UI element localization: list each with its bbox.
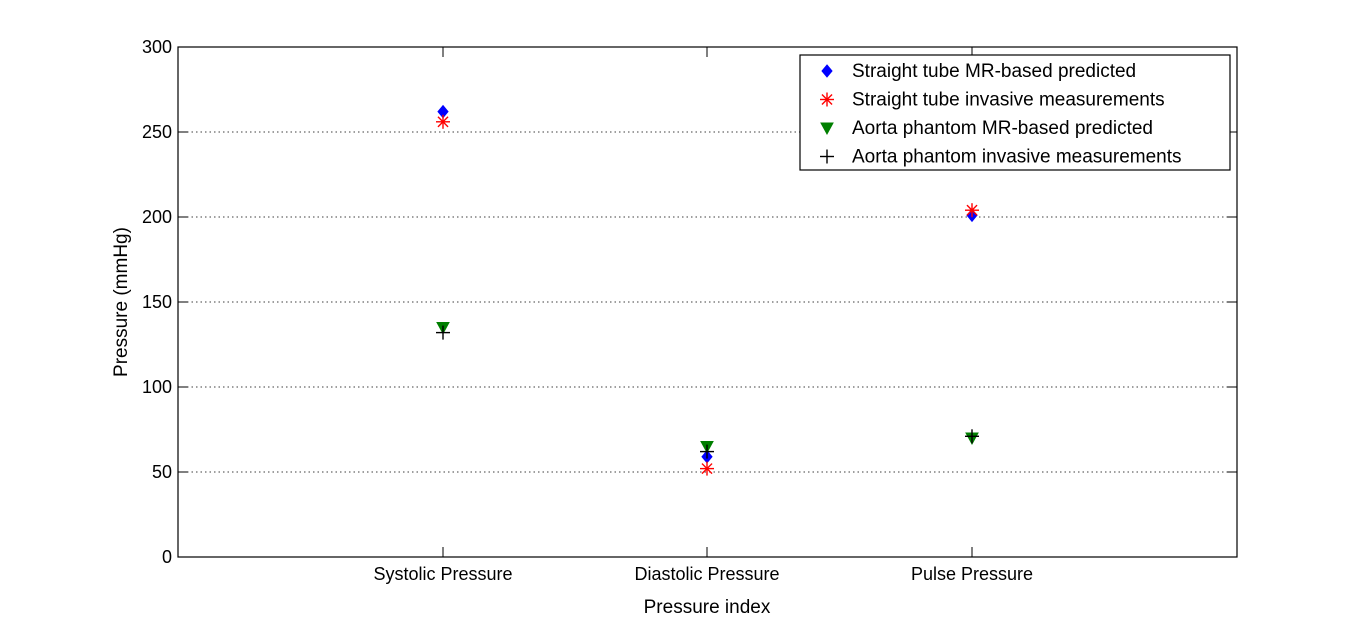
y-tick-label: 250 <box>142 122 172 142</box>
x-tick-label: Pulse Pressure <box>911 564 1033 584</box>
y-tick-label: 300 <box>142 37 172 57</box>
y-tick-label: 200 <box>142 207 172 227</box>
asterisk-stroke <box>701 463 713 475</box>
y-tick-label: 150 <box>142 292 172 312</box>
data-point-asterisk <box>436 114 450 129</box>
grid-lines <box>178 131 1237 473</box>
legend-label: Straight tube MR-based predicted <box>852 61 1136 82</box>
data-point-asterisk <box>965 203 979 218</box>
data-marks <box>436 104 979 476</box>
legend-label: Aorta phantom invasive measurements <box>852 147 1182 168</box>
legend-box <box>799 54 1231 171</box>
data-point-plus <box>965 429 979 444</box>
legend-marker-triangle-down <box>820 122 834 136</box>
asterisk-stroke <box>821 93 833 106</box>
y-axis-label: Pressure (mmHg) <box>111 227 132 377</box>
legend: Straight tube MR-based predicted Straight… <box>799 54 1231 171</box>
legend-marker-asterisk <box>820 92 834 107</box>
legend-label: Straight tube invasive measurements <box>852 90 1165 111</box>
legend-marker-plus <box>820 149 834 164</box>
legend-item: Aorta phantom MR-based predicted <box>820 118 1153 139</box>
triangle-shape <box>820 122 834 136</box>
y-tick-label: 100 <box>142 377 172 397</box>
y-tick-label: 50 <box>152 462 172 482</box>
legend-item: Straight tube MR-based predicted <box>821 61 1136 82</box>
asterisk-stroke <box>437 116 449 128</box>
x-tick-label: Systolic Pressure <box>373 564 512 584</box>
legend-label: Aorta phantom MR-based predicted <box>852 118 1153 139</box>
x-tick-label: Diastolic Pressure <box>634 564 779 584</box>
data-point-plus <box>436 325 450 340</box>
x-axis-label: Pressure index <box>644 597 771 618</box>
asterisk-stroke <box>966 204 978 216</box>
y-tick-label: 0 <box>162 547 172 567</box>
data-point-asterisk <box>700 461 714 476</box>
legend-item: Aorta phantom invasive measurements <box>820 147 1182 168</box>
legend-marker-diamond <box>821 64 833 78</box>
data-point-plus <box>700 444 714 459</box>
legend-item: Straight tube invasive measurements <box>820 90 1165 111</box>
diamond-shape <box>821 64 833 78</box>
